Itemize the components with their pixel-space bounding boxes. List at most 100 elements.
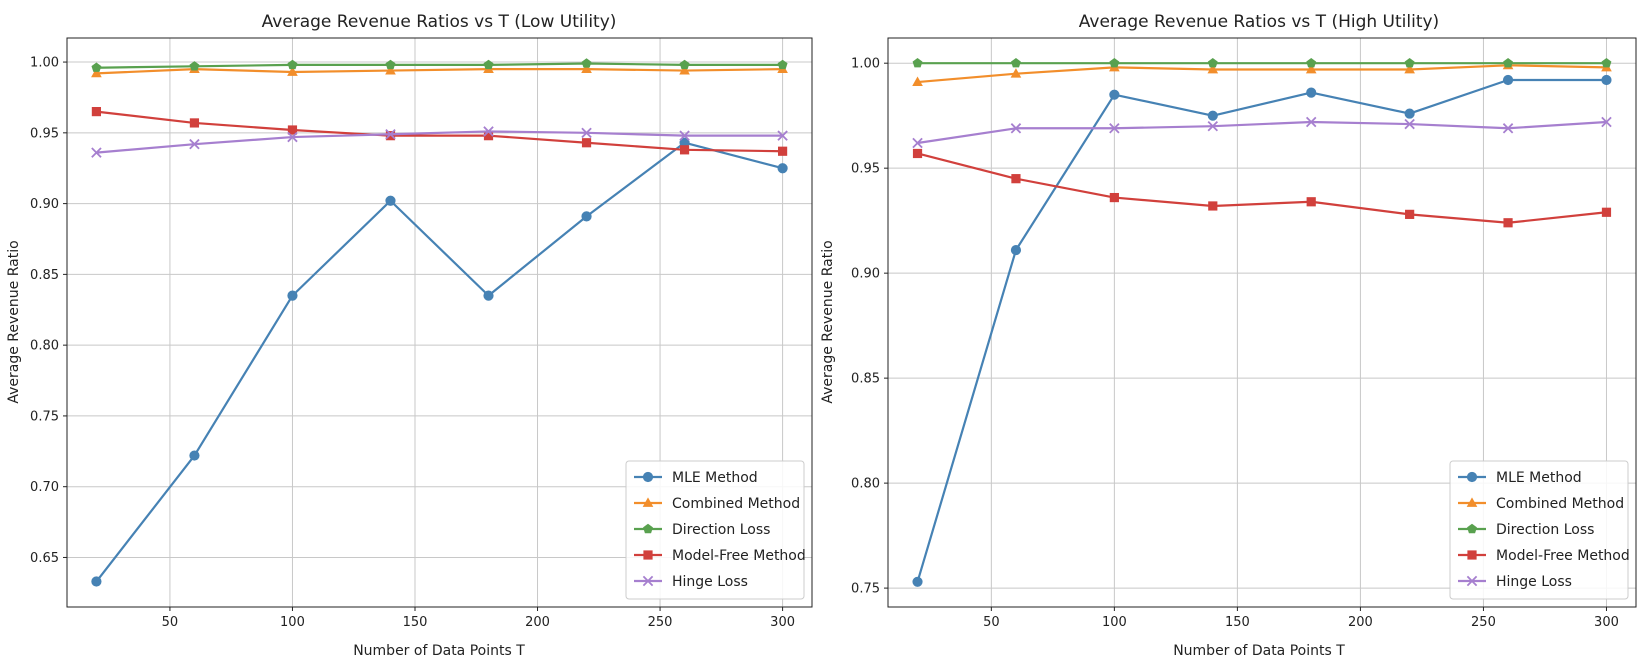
ticks: 50 100 150 200 250 300 0.75 0.80 0.85 0.90 0.95 1.0…: [851, 57, 1619, 630]
legend-item: Combined Method: [1458, 496, 1624, 512]
data-point: [777, 59, 788, 70]
legend-item: MLE Method: [634, 470, 758, 486]
data-point: [581, 127, 592, 139]
legend-label: Direction Loss: [672, 522, 770, 538]
legend-label: Combined Method: [672, 496, 800, 512]
series-line: [95, 141, 783, 583]
data-point: [679, 145, 690, 155]
data-point: [1207, 110, 1218, 121]
legend: MLE Method Combined Method Direction Loss M…: [625, 460, 806, 600]
data-point: [91, 107, 102, 117]
data-point: [385, 195, 396, 206]
legend-box: [625, 460, 805, 600]
data-point: [1011, 174, 1021, 184]
x-axis-label: Number of Data Points T: [1173, 643, 1345, 659]
data-point: [287, 131, 298, 143]
y-tick-label: 0.70: [30, 480, 59, 495]
data-point: [1503, 58, 1513, 68]
legend-swatch-marker: [642, 497, 654, 507]
data-point: [1405, 209, 1415, 219]
series-line: [917, 64, 1607, 84]
data-point: [777, 130, 788, 141]
data-point: [1404, 108, 1415, 119]
y-tick-label: 1.00: [851, 57, 880, 72]
data-point: [912, 76, 923, 87]
x-tick-label: 250: [1471, 615, 1496, 630]
data-point: [189, 450, 200, 461]
chart-high-utility: Average Revenue Ratios vs T (High Utilit…: [820, 12, 1637, 659]
legend-swatch-marker: [642, 471, 654, 483]
data-point: [1404, 118, 1415, 130]
x-tick-label: 200: [525, 615, 550, 630]
data-point: [1601, 74, 1612, 86]
data-point: [91, 67, 102, 78]
chart-title: Average Revenue Ratios vs T (Low Utility…: [262, 12, 617, 32]
data-point: [581, 58, 592, 68]
legend-label: MLE Method: [1496, 470, 1582, 486]
x-tick-label: 150: [403, 615, 428, 630]
data-point: [679, 130, 690, 141]
series-direction-loss: [91, 58, 788, 72]
data-point: [1207, 58, 1218, 68]
legend-label: Hinge Loss: [1496, 574, 1572, 590]
data-point: [483, 131, 494, 141]
x-tick-label: 50: [162, 615, 179, 630]
data-point: [1207, 120, 1219, 132]
data-point: [1306, 87, 1317, 98]
x-tick-label: 100: [1102, 615, 1127, 630]
data-point: [1109, 58, 1120, 68]
y-tick-label: 0.80: [30, 339, 59, 354]
data-point: [287, 59, 298, 70]
data-point: [912, 576, 923, 587]
data-point: [483, 290, 494, 301]
series-line: [916, 78, 1607, 583]
series-line: [917, 152, 1607, 224]
data-point: [1109, 123, 1120, 134]
data-point: [581, 138, 592, 148]
x-tick-label: 300: [770, 615, 795, 630]
y-tick-label: 0.75: [851, 582, 880, 597]
y-tick-label: 0.75: [30, 409, 59, 424]
chart-title: Average Revenue Ratios vs T (High Utilit…: [1079, 12, 1439, 32]
data-point: [1109, 192, 1119, 203]
x-tick-label: 100: [280, 615, 305, 630]
legend: MLE Method Combined Method Direction Loss M…: [1449, 460, 1630, 600]
data-point: [1207, 63, 1219, 74]
data-point: [1010, 244, 1022, 256]
y-tick-label: 0.85: [30, 268, 59, 283]
legend-item: MLE Method: [1458, 470, 1582, 486]
series-line: [96, 130, 783, 154]
data-point: [777, 163, 788, 174]
data-point: [1502, 74, 1514, 86]
series-line: [96, 62, 783, 69]
ticks: 50 100 150 200 250 300 0.65 0.70 0.75 0.80 0.85 0.9…: [30, 56, 795, 630]
series-direction-loss: [912, 58, 1612, 68]
y-tick-label: 1.00: [30, 56, 59, 71]
plot-frame: [887, 37, 1637, 608]
legend-swatch-marker: [643, 523, 653, 534]
data-point: [581, 63, 592, 74]
data-point: [1109, 89, 1120, 100]
data-point: [1601, 207, 1612, 217]
x-tick-label: 150: [1225, 615, 1250, 630]
data-point: [679, 64, 690, 75]
x-tick-label: 250: [648, 615, 673, 630]
y-axis-label: Average Revenue Ratio: [6, 240, 22, 403]
y-tick-label: 0.85: [851, 372, 880, 387]
legend-label: Combined Method: [1496, 496, 1624, 512]
legend-item: Direction Loss: [634, 522, 770, 538]
data-point: [287, 66, 298, 76]
series-hinge-loss: [912, 116, 1612, 149]
legend-item: Model-Free Method: [634, 548, 806, 564]
legend-box: [1449, 460, 1629, 600]
legend-item: Model-Free Method: [1458, 548, 1630, 564]
data-point: [91, 576, 102, 587]
data-point: [912, 148, 923, 159]
legend-label: Direction Loss: [1496, 522, 1594, 538]
legend-label: Model-Free Method: [1496, 548, 1630, 564]
data-point: [912, 137, 923, 149]
data-point: [1306, 197, 1316, 207]
y-axis-label: Average Revenue Ratio: [820, 240, 836, 403]
